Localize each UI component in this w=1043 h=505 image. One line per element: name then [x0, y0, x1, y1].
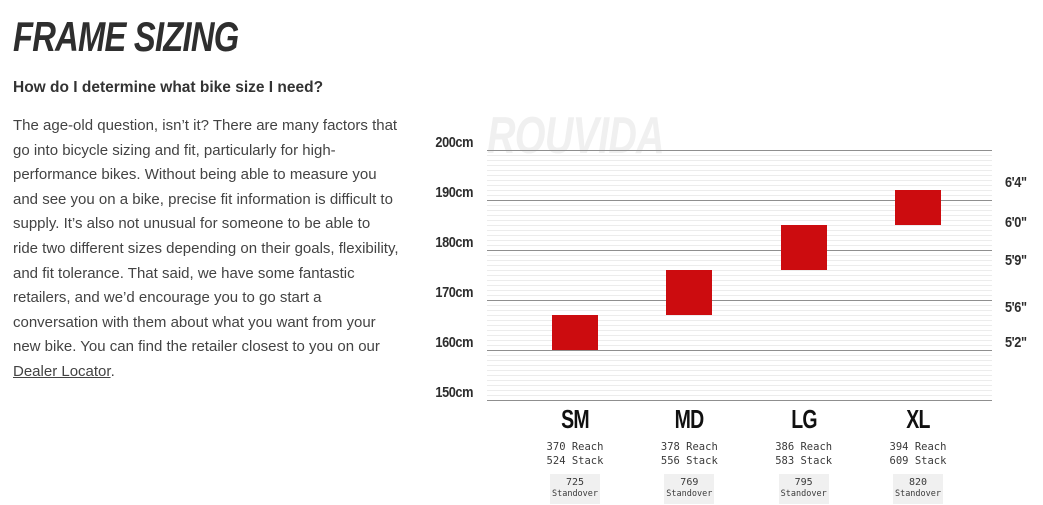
gridline-200cm: [487, 150, 992, 151]
gridline-190cm: [487, 200, 992, 201]
height-marker-label: 5'9": [1005, 252, 1027, 269]
size-label: LG: [790, 404, 817, 434]
y-axis-label-170cm: 170cm: [435, 284, 473, 301]
standover-label: Standover: [551, 489, 599, 499]
standover-box: 769 Standover: [664, 474, 715, 504]
dealer-locator-link[interactable]: Dealer Locator: [13, 362, 111, 380]
reach-value: 386 Reach: [775, 441, 833, 453]
gridline-170cm: [487, 300, 992, 301]
size-label: MD: [674, 404, 705, 434]
standover-box: 820 Standover: [892, 474, 943, 504]
standover-box: 795 Standover: [778, 474, 829, 504]
standover-value: 725: [565, 477, 585, 488]
intro-text-period: .: [110, 362, 115, 380]
stack-value: 583 Stack: [775, 455, 833, 467]
reach-value: 378 Reach: [660, 441, 718, 453]
intro-question: How do I determine what bike size I need…: [13, 79, 324, 96]
y-axis-label-200cm: 200cm: [435, 134, 473, 151]
size-label: SM: [561, 404, 590, 434]
stack-value: 524 Stack: [546, 455, 604, 467]
gridline-160cm: [487, 350, 992, 351]
standover-label: Standover: [666, 489, 713, 499]
intro-paragraph: The age-old question, isn’t it? There ar…: [13, 114, 399, 385]
standover-value: 795: [794, 477, 813, 488]
height-marker-label: 6'4": [1005, 174, 1027, 191]
size-column-xl: XL 394 Reach 609 Stack 820 Standover: [858, 405, 978, 504]
size-column-lg: LG 386 Reach 583 Stack 795 Standover: [744, 405, 864, 504]
standover-value: 769: [680, 477, 699, 488]
standover-value: 820: [908, 477, 928, 488]
size-bar-sm: [552, 315, 598, 350]
gridline-180cm: [487, 250, 992, 251]
size-label: XL: [906, 404, 930, 434]
y-axis-label-160cm: 160cm: [435, 334, 473, 351]
stack-value: 609 Stack: [889, 455, 947, 467]
y-axis-label-150cm: 150cm: [435, 384, 473, 401]
page-title: FRAME SIZING: [13, 13, 239, 60]
y-axis-label-180cm: 180cm: [435, 234, 473, 251]
size-bar-xl: [894, 190, 941, 225]
reach-value: 394 Reach: [889, 441, 947, 453]
height-marker-label: 6'0": [1005, 214, 1027, 231]
reach-value: 370 Reach: [546, 441, 604, 453]
standover-label: Standover: [894, 489, 942, 499]
size-bar-lg: [780, 225, 827, 270]
standover-box: 725 Standover: [550, 474, 600, 504]
standover-label: Standover: [780, 489, 827, 499]
height-marker-label: 5'6": [1005, 299, 1027, 316]
height-marker-label: 5'2": [1005, 334, 1027, 351]
intro-text: The age-old question, isn’t it? There ar…: [13, 117, 399, 356]
size-column-md: MD 378 Reach 556 Stack 769 Standover: [629, 405, 749, 504]
size-column-sm: SM 370 Reach 524 Stack 725 Standover: [515, 405, 635, 504]
size-bar-md: [666, 270, 713, 315]
y-axis-label-190cm: 190cm: [435, 184, 473, 201]
gridlines-minor: [487, 150, 992, 401]
stack-value: 556 Stack: [660, 455, 718, 467]
gridline-150cm: [487, 400, 992, 401]
intro-column: FRAME SIZING How do I determine what bik…: [13, 12, 405, 385]
